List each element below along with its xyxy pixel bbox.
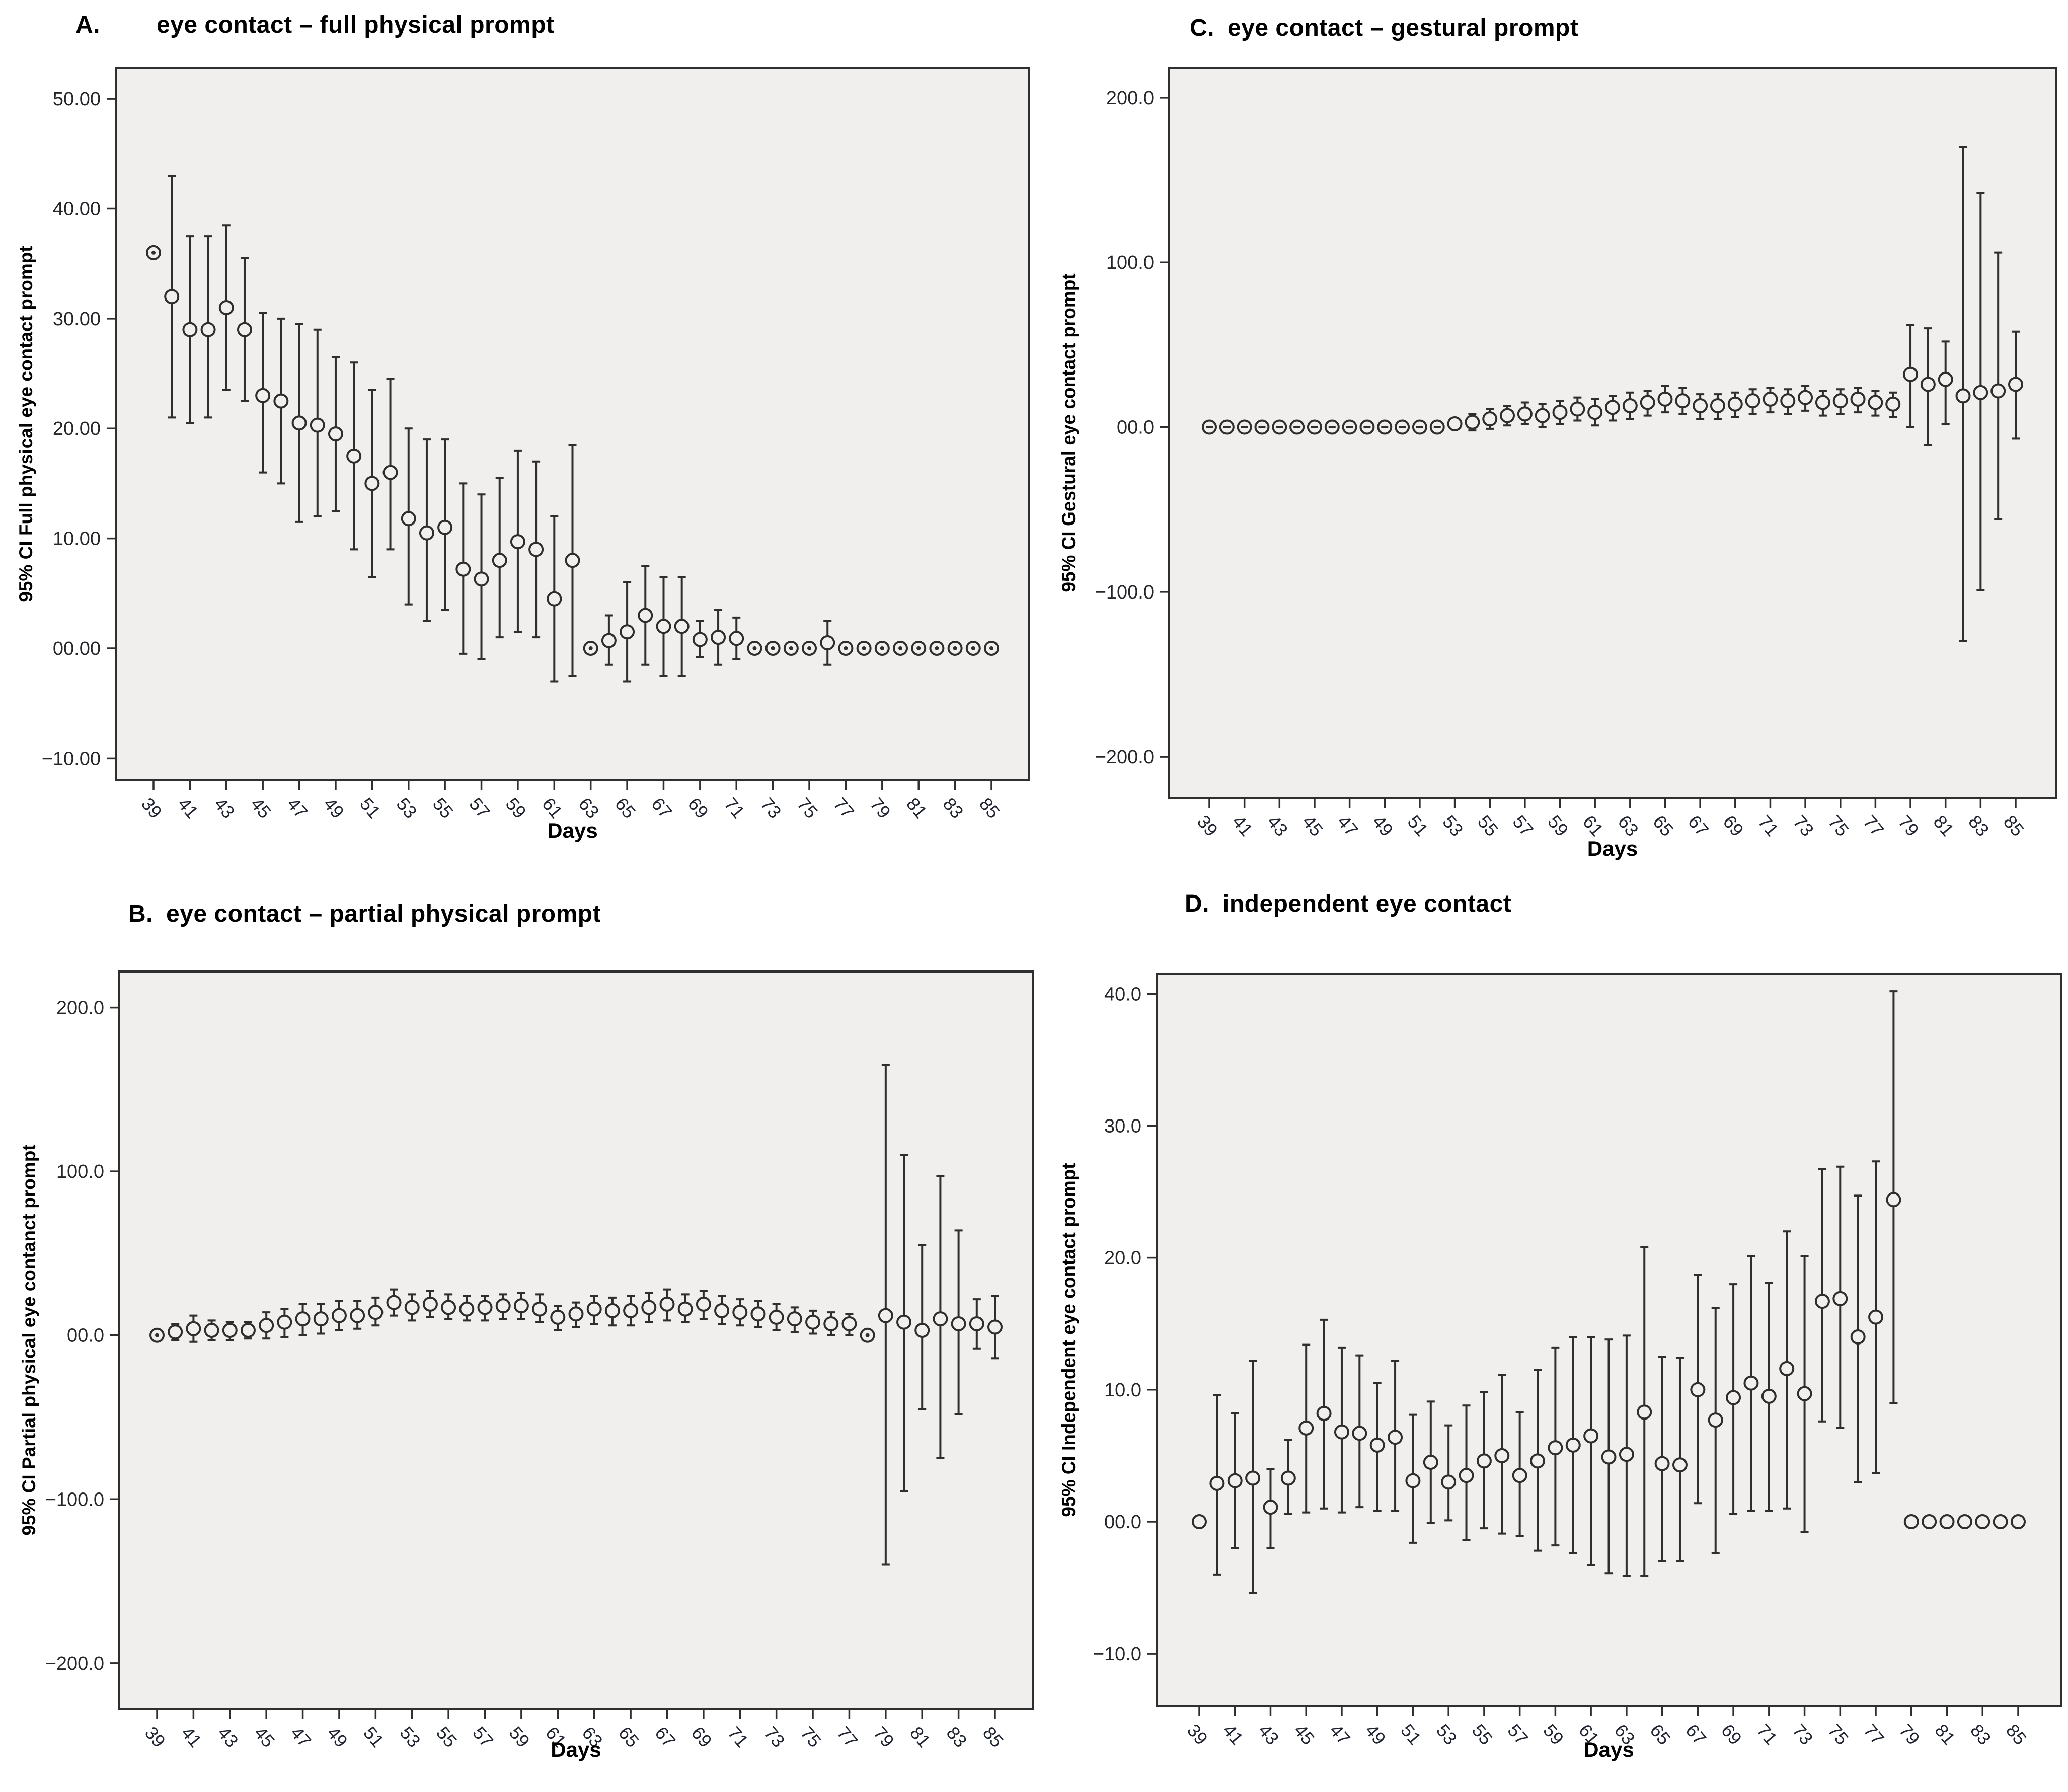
svg-text:40.0: 40.0 bbox=[1104, 984, 1141, 1005]
svg-text:41: 41 bbox=[1229, 811, 1257, 840]
panel-a-eye-contact-full-physical: A. eye contact – full physical prompt 95%… bbox=[0, 0, 1034, 882]
panel-a-title-text: eye contact – full physical prompt bbox=[157, 12, 555, 38]
svg-text:51: 51 bbox=[1404, 811, 1432, 840]
svg-text:79: 79 bbox=[1894, 811, 1923, 840]
svg-text:−10.00: −10.00 bbox=[42, 748, 101, 769]
panel-d-title: D. independent eye contact bbox=[1185, 890, 1511, 918]
panel-d-independent-eye-contact: D. independent eye contact 95% CI Indepen… bbox=[1034, 882, 2068, 1764]
svg-text:00.0: 00.0 bbox=[1104, 1512, 1141, 1533]
panel-a-x-axis-label: Days bbox=[547, 818, 598, 842]
svg-text:71: 71 bbox=[1754, 811, 1783, 840]
svg-text:40.00: 40.00 bbox=[53, 199, 101, 220]
svg-text:85: 85 bbox=[2000, 811, 2028, 840]
panel-b-title-text: eye contact – partial physical prompt bbox=[166, 901, 601, 927]
panel-d-title-text: independent eye contact bbox=[1222, 890, 1512, 917]
svg-text:39: 39 bbox=[1193, 811, 1222, 840]
svg-text:50.00: 50.00 bbox=[53, 89, 101, 110]
svg-text:100.0: 100.0 bbox=[56, 1161, 104, 1182]
svg-text:−100.0: −100.0 bbox=[1095, 582, 1154, 603]
svg-text:63: 63 bbox=[1614, 811, 1643, 840]
panel-b-letter: B. bbox=[128, 901, 153, 927]
svg-text:83: 83 bbox=[1964, 811, 1993, 840]
svg-text:49: 49 bbox=[1368, 811, 1397, 840]
svg-text:59: 59 bbox=[1544, 811, 1572, 840]
svg-text:77: 77 bbox=[1859, 811, 1888, 840]
svg-text:30.0: 30.0 bbox=[1104, 1115, 1141, 1137]
panel-c-errorbar-chart: 200.0 100.0 00.0 −100.0 −200.0 39 41 43 45 47 49 51… bbox=[1095, 67, 2057, 840]
svg-text:00.0: 00.0 bbox=[67, 1325, 104, 1347]
svg-text:200.0: 200.0 bbox=[1106, 88, 1154, 109]
panel-d-x-axis-label: Days bbox=[1583, 1738, 1634, 1761]
panel-c-title-text: eye contact – gestural prompt bbox=[1228, 15, 1579, 41]
svg-text:10.00: 10.00 bbox=[53, 529, 101, 550]
svg-text:45: 45 bbox=[1298, 811, 1327, 840]
panel-b-title: B. eye contact – partial physical prompt bbox=[128, 900, 601, 928]
panel-a-letter: A. bbox=[75, 12, 100, 38]
panel-c-eye-contact-gestural: C. eye contact – gestural prompt 95% CI G… bbox=[1034, 0, 2068, 882]
svg-text:10.0: 10.0 bbox=[1104, 1380, 1141, 1401]
svg-text:30.00: 30.00 bbox=[53, 309, 101, 330]
svg-text:73: 73 bbox=[1789, 811, 1818, 840]
svg-text:200.0: 200.0 bbox=[56, 998, 104, 1019]
svg-text:−200.0: −200.0 bbox=[45, 1653, 104, 1674]
svg-text:69: 69 bbox=[1719, 811, 1748, 840]
panel-b-x-axis-label: Days bbox=[551, 1738, 601, 1761]
svg-text:−10.0: −10.0 bbox=[1093, 1644, 1141, 1665]
panel-c-title: C. eye contact – gestural prompt bbox=[1190, 14, 1578, 42]
svg-text:−200.0: −200.0 bbox=[1095, 746, 1154, 768]
panel-d-errorbar-chart: 40.030.020.010.000.0−10.039 41 43 45 47 49 51 5… bbox=[1093, 973, 2062, 1749]
svg-text:−100.0: −100.0 bbox=[45, 1489, 104, 1510]
svg-text:00.00: 00.00 bbox=[53, 638, 101, 659]
svg-text:47: 47 bbox=[1333, 811, 1362, 840]
panel-c-letter: C. bbox=[1190, 15, 1214, 41]
svg-text:100.0: 100.0 bbox=[1106, 252, 1154, 273]
panel-b-eye-contact-partial-physical: B. eye contact – partial physical prompt … bbox=[0, 882, 1034, 1764]
svg-text:43: 43 bbox=[1263, 811, 1292, 840]
svg-text:20.00: 20.00 bbox=[53, 418, 101, 439]
svg-text:57: 57 bbox=[1509, 811, 1538, 840]
svg-text:75: 75 bbox=[1824, 811, 1853, 840]
panel-d-letter: D. bbox=[1185, 890, 1209, 917]
svg-text:65: 65 bbox=[1649, 811, 1677, 840]
svg-text:55: 55 bbox=[1474, 811, 1502, 840]
svg-text:67: 67 bbox=[1684, 811, 1713, 840]
svg-text:53: 53 bbox=[1438, 811, 1467, 840]
svg-text:61: 61 bbox=[1579, 811, 1607, 840]
svg-text:00.0: 00.0 bbox=[1117, 417, 1154, 438]
panel-c-x-axis-label: Days bbox=[1587, 837, 1638, 860]
svg-text:20.0: 20.0 bbox=[1104, 1248, 1141, 1269]
panel-a-title: A. eye contact – full physical prompt bbox=[75, 11, 555, 39]
svg-text:81: 81 bbox=[1930, 811, 1958, 840]
